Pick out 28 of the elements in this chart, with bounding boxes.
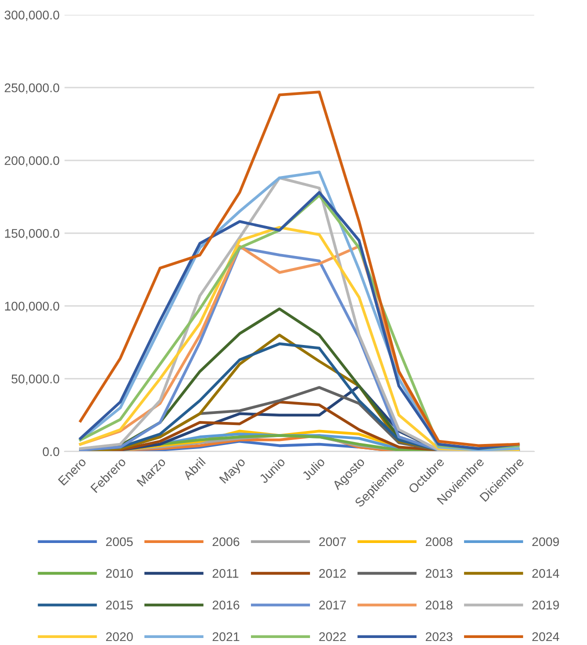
y-tick-label: 250,000.0 — [4, 83, 60, 94]
legend-label: 2021 — [212, 632, 240, 642]
legend-label: 2005 — [106, 537, 133, 546]
legend-label: 2011 — [212, 568, 238, 578]
legend-label: 2017 — [319, 600, 346, 610]
legend-label: 2010 — [106, 568, 133, 578]
legend-label: 2007 — [319, 537, 346, 546]
legend-label: 2014 — [532, 568, 560, 578]
legend-label: 2024 — [532, 632, 560, 642]
legend-label: 2020 — [106, 632, 133, 642]
legend-label: 2018 — [426, 600, 452, 610]
legend-label: 2008 — [426, 537, 452, 546]
legend-label: 2016 — [212, 600, 240, 610]
legend-label: 2022 — [319, 632, 346, 642]
legend-label: 2023 — [426, 632, 452, 642]
legend-label: 2015 — [106, 600, 133, 610]
legend-label: 2006 — [212, 537, 240, 546]
y-tick-label: 150,000.0 — [5, 228, 60, 240]
x-tick-label: Julio — [301, 456, 326, 481]
legend-label: 2012 — [319, 568, 346, 578]
legend-label: 2013 — [426, 568, 452, 578]
y-tick-label: 0.0 — [42, 447, 60, 456]
y-tick-label: 50,000.0 — [12, 374, 60, 385]
legend-label: 2009 — [532, 537, 559, 546]
y-tick-label: 200,000.0 — [4, 156, 60, 167]
legend-label: 2019 — [532, 600, 559, 610]
y-tick-label: 300,000.0 — [4, 10, 60, 21]
y-tick-label: 100,000.0 — [5, 302, 60, 312]
